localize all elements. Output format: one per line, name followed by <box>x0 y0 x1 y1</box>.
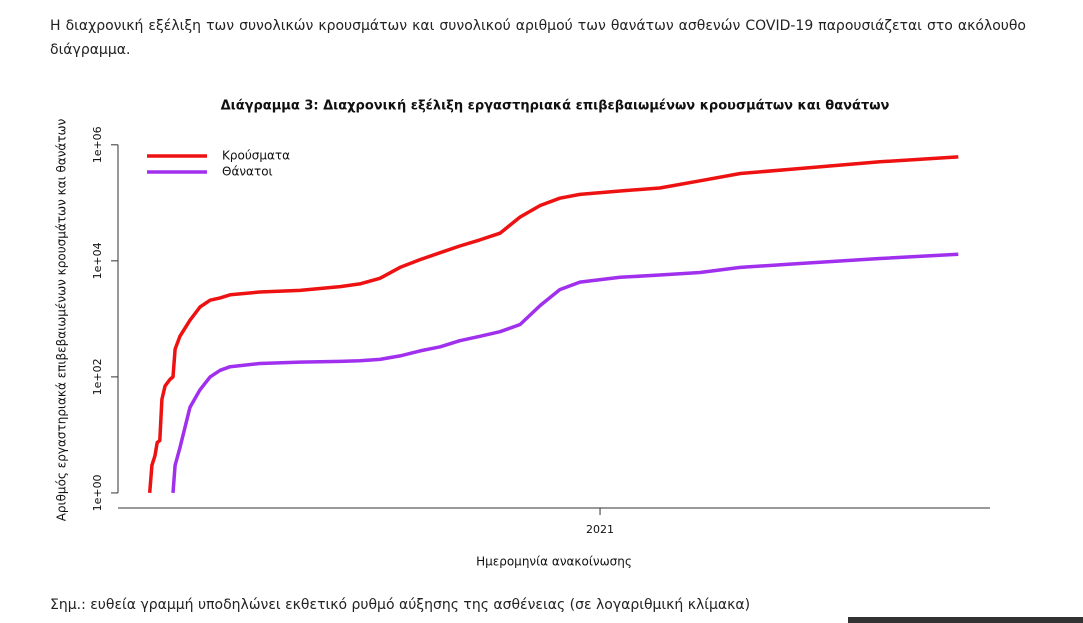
chart: Διάγραμμα 3: Διαχρονική εξέλιξη εργαστηρ… <box>55 99 990 569</box>
note: Σημ.: ευθεία γραμμή υποδηλώνει εκθετικό … <box>50 597 751 613</box>
chart-title: Διάγραμμα 3: Διαχρονική εξέλιξη εργαστηρ… <box>221 99 890 114</box>
y-tick-label: 1e+02 <box>91 358 104 395</box>
legend-label: Θάνατοι <box>222 165 273 179</box>
series-line <box>171 252 959 494</box>
y-tick-label: 1e+04 <box>91 242 104 279</box>
legend-label: Κρούσματα <box>222 149 290 163</box>
intro-text: Η διαχρονική εξέλιξη των συνολικών κρουσ… <box>50 18 1026 58</box>
series-line <box>147 155 959 494</box>
y-tick-label: 1e+06 <box>91 126 104 163</box>
x-tick-label: 2021 <box>586 523 614 536</box>
x-axis-label: Ημερομηνία ανακοίνωσης <box>476 555 632 569</box>
y-tick-label: 1e+00 <box>91 474 104 511</box>
decoration-bar <box>848 617 1083 623</box>
y-axis-label: Αριθμός εργαστηριακά επιβεβαιωμένων κρου… <box>55 118 69 521</box>
